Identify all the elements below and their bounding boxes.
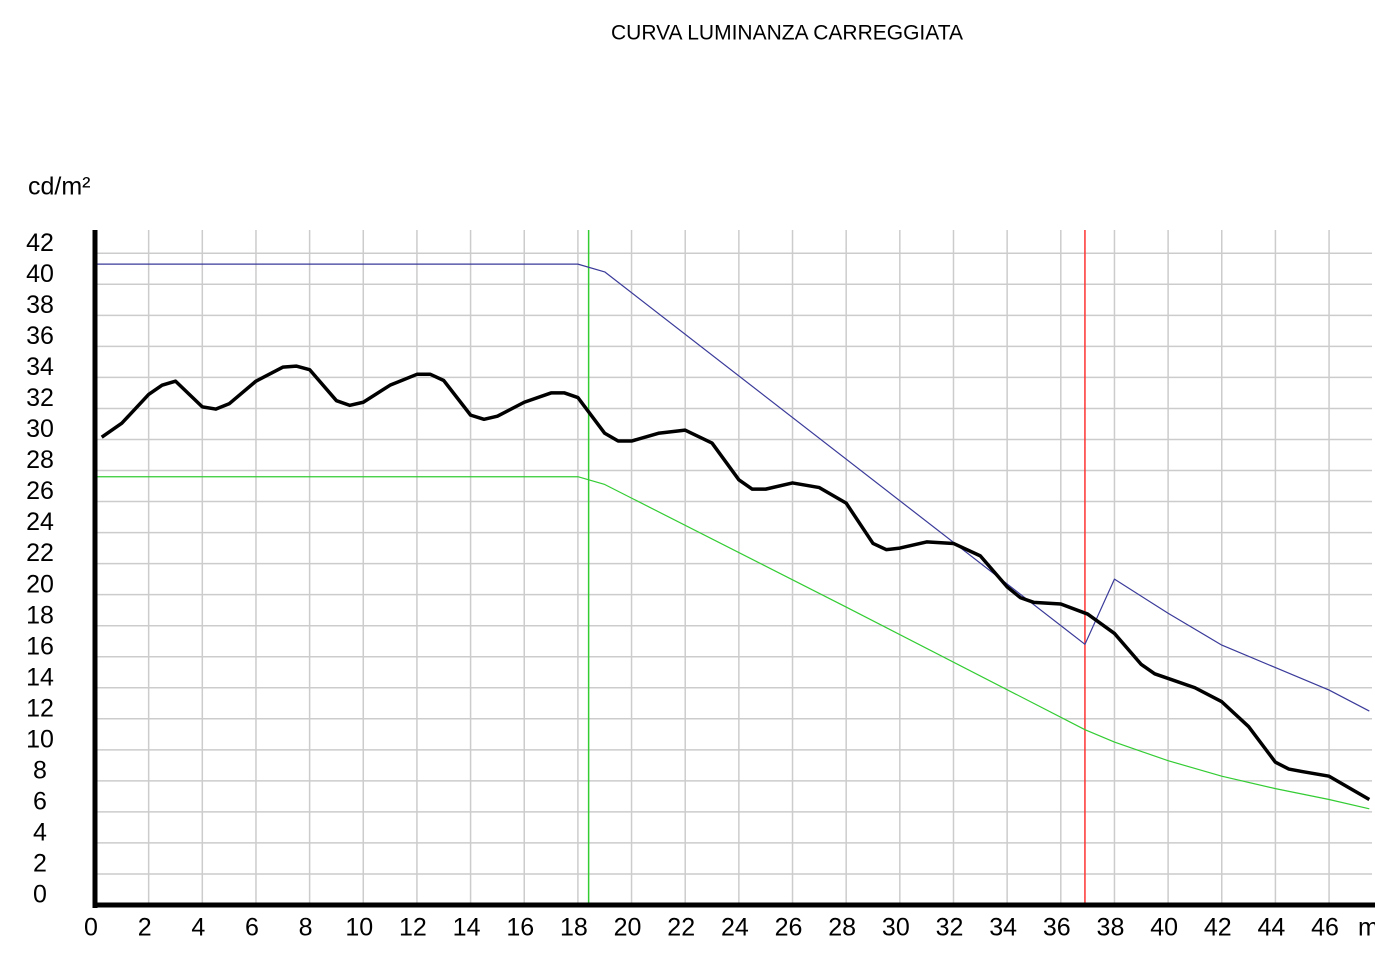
x-tick-label: 26 xyxy=(775,914,803,942)
y-tick-label: 32 xyxy=(26,384,54,412)
chart-title: CURVA LUMINANZA CARREGGIATA xyxy=(611,22,963,45)
y-tick-label: 22 xyxy=(26,539,54,567)
plot xyxy=(95,230,1371,905)
x-tick-label: 0 xyxy=(84,914,98,942)
x-tick-label: 24 xyxy=(721,914,749,942)
x-axis-label: m xyxy=(1358,914,1375,942)
x-tick-label: 46 xyxy=(1311,914,1339,942)
x-tick-label: 34 xyxy=(989,914,1017,942)
y-tick-label: 2 xyxy=(33,850,47,878)
y-tick-label: 36 xyxy=(26,322,54,350)
series-line xyxy=(95,476,1370,810)
x-tick-label: 8 xyxy=(299,914,313,942)
x-tick-label: 28 xyxy=(828,914,856,942)
y-tick-label: 4 xyxy=(33,819,47,847)
y-tick-label: 42 xyxy=(26,229,54,257)
y-tick-label: 38 xyxy=(26,291,54,319)
y-tick-label: 20 xyxy=(26,570,54,598)
x-tick-label: 6 xyxy=(245,914,259,942)
grid xyxy=(94,230,1372,906)
y-tick-label: 18 xyxy=(26,601,54,629)
y-tick-label: 10 xyxy=(26,725,54,753)
x-tick-label: 44 xyxy=(1258,914,1286,942)
y-tick-label: 26 xyxy=(26,477,54,505)
x-tick-label: 18 xyxy=(560,914,588,942)
y-tick-label: 34 xyxy=(26,353,54,381)
y-tick-label: 24 xyxy=(26,508,54,536)
y-axis-label: cd/m² xyxy=(28,173,91,201)
x-tick-label: 16 xyxy=(506,914,534,942)
x-tick-label: 12 xyxy=(399,914,427,942)
x-tick-label: 38 xyxy=(1097,914,1125,942)
x-tick-label: 22 xyxy=(667,914,695,942)
x-tick-label: 40 xyxy=(1150,914,1178,942)
y-tick-label: 14 xyxy=(26,663,54,691)
series-line xyxy=(100,364,1371,801)
y-tick-label: 28 xyxy=(26,446,54,474)
y-tick-label: 30 xyxy=(26,415,54,443)
x-tick-label: 32 xyxy=(936,914,964,942)
x-tick-label: 42 xyxy=(1204,914,1232,942)
x-tick-label: 10 xyxy=(345,914,373,942)
x-tick-label: 30 xyxy=(882,914,910,942)
y-tick-label: 8 xyxy=(33,756,47,784)
x-tick-label: 36 xyxy=(1043,914,1071,942)
y-tick-label: 6 xyxy=(33,788,47,816)
x-tick-label: 14 xyxy=(453,914,481,942)
x-tick-label: 2 xyxy=(138,914,152,942)
y-tick-label: 0 xyxy=(33,881,47,909)
y-tick-label: 12 xyxy=(26,694,54,722)
y-tick-label: 16 xyxy=(26,632,54,660)
x-tick-label: 4 xyxy=(191,914,205,942)
series-line xyxy=(95,263,1370,712)
y-tick-label: 40 xyxy=(26,260,54,288)
x-tick-label: 20 xyxy=(614,914,642,942)
